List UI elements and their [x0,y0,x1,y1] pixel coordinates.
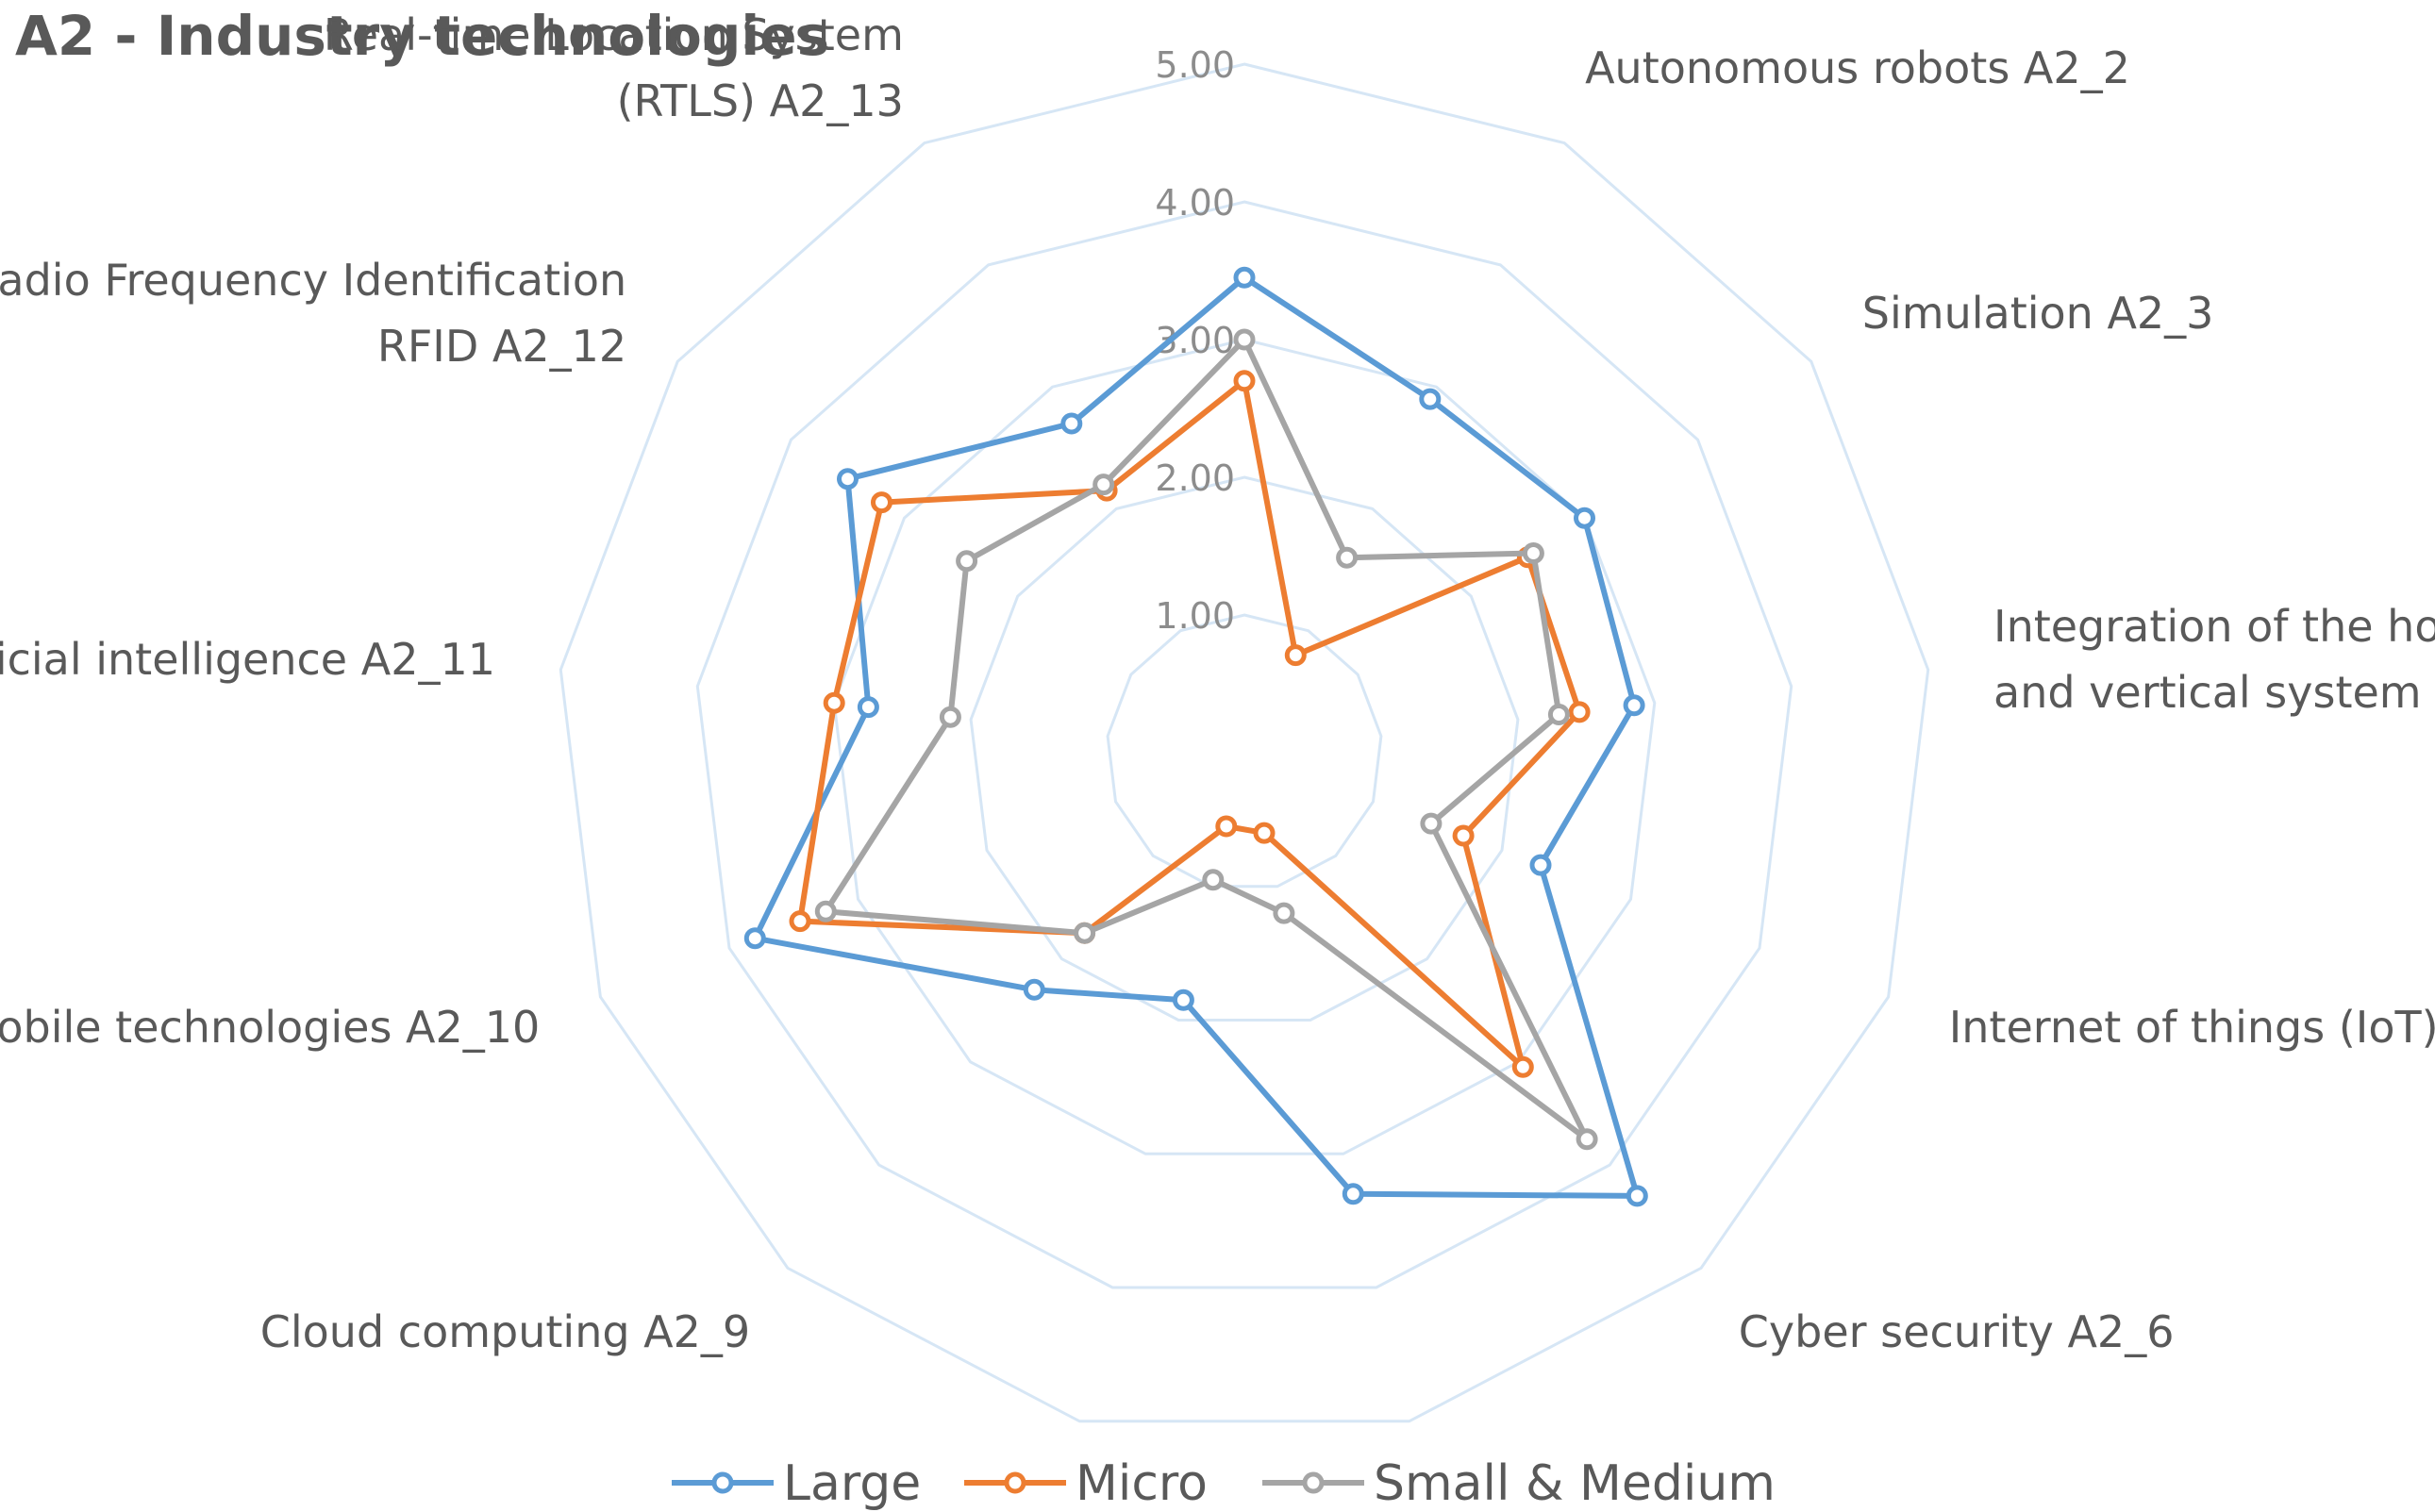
data-point [814,900,837,922]
category-label: Autonomous robots A2_2 [1585,42,2130,93]
data-point [1233,266,1256,289]
category-label: Radio Frequency Identification [0,255,626,306]
data-point [1452,824,1475,847]
data-point [1576,1128,1598,1151]
data-point [1215,815,1238,838]
tick-label: 1.00 [1155,595,1235,637]
series-layer [743,266,1648,1207]
category-label-group: Cloud computing A2_9 [260,1306,750,1357]
series-large [743,266,1648,1207]
grid-ring-3 [832,338,1657,1155]
data-point [743,927,766,950]
data-point [1626,1185,1648,1207]
data-point [1023,978,1045,1001]
data-point [1253,822,1276,844]
data-point [1511,1055,1534,1078]
grid-ring-4 [695,200,1793,1289]
series-line [752,274,1641,1199]
data-point [1547,704,1570,725]
category-label: (RTLS) A2_13 [617,75,904,126]
grid-ring-5 [559,62,1930,1423]
category-label: RFID A2_12 [377,321,626,372]
data-point [1233,370,1256,392]
category-label: Integration of the horizontal [1993,601,2435,652]
data-point [1420,812,1443,835]
legend-item: Micro [964,1455,1208,1512]
category-label: Internet of things (IoT) A2_5 [1949,1002,2435,1053]
legend-label: Small & Medium [1374,1455,1776,1512]
category-label: Additive manufacturing A2_7 [1410,1506,2042,1512]
category-label: Simulation A2_3 [1862,288,2214,339]
data-point [1342,1183,1364,1205]
data-point [1284,644,1307,667]
category-label: Mobile technologies A2_10 [0,1002,540,1053]
category-label: Cyber security A2_6 [1739,1306,2175,1357]
data-point [1419,388,1442,410]
data-point [1529,854,1552,876]
category-label-group: Internet of things (IoT) A2_5 [1949,1002,2435,1053]
data-point [1273,902,1295,924]
category-label-group: Cyber security A2_6 [1739,1306,2175,1357]
data-point [789,910,811,933]
category-label-group: Mobile technologies A2_10 [0,1002,540,1053]
data-point [823,691,845,714]
tick-label: 4.00 [1155,182,1235,224]
category-label-group: Additive manufacturing A2_7 [1410,1506,2042,1512]
tick-label: 5.00 [1155,44,1235,86]
tick-label: 2.00 [1155,457,1235,499]
data-point [956,550,978,573]
category-label: Augmented Reality A2_8 [543,1506,1078,1512]
data-point [1568,701,1591,723]
category-label: and vertical system A2_4 [1993,667,2435,718]
legend-item: Large [672,1455,921,1512]
data-point [837,468,859,490]
legend-marker [711,1471,734,1494]
category-label-group: Real-time Location System (RTLS) A2_13 [324,9,904,126]
data-point [871,491,892,514]
grid-ring-1 [1106,613,1383,889]
legend-marker [1004,1471,1026,1494]
category-label-group: Radio Frequency Identification RFID A2_12 [0,255,626,372]
legend-label: Micro [1076,1455,1208,1512]
series-line [823,337,1591,1142]
data-point [1233,328,1256,351]
legend-marker [1302,1471,1325,1494]
data-point [1623,694,1645,717]
data-point [1060,412,1083,435]
data-point [1172,989,1194,1011]
radial-axis-ticks: 1.002.003.004.005.00 [1155,44,1235,637]
data-point [1092,474,1115,496]
legend-label: Large [783,1455,921,1512]
category-label-group: Artificial intelligence A2_11 [0,634,495,685]
data-point [1574,507,1595,529]
chart-title: A2 - Industry technologies [15,4,829,68]
category-label-group: Augmented Reality A2_8 [543,1506,1078,1512]
legend: Large Micro Small & Medium [672,1455,1776,1512]
radar-grid [559,62,1930,1423]
series-small-medium [814,328,1598,1151]
category-label: Cloud computing A2_9 [260,1306,750,1357]
data-point [1202,869,1225,891]
legend-item: Small & Medium [1262,1455,1776,1512]
data-point [1074,922,1096,944]
category-label-group: Simulation A2_3 [1862,288,2214,339]
category-label: Artificial intelligence A2_11 [0,634,495,685]
data-point [1522,542,1544,564]
data-point [939,706,961,728]
grid-ring-2 [969,475,1520,1022]
category-label: Real-time Location System [324,9,904,60]
category-label-group: Integration of the horizontal and vertica… [1993,601,2435,718]
data-point [1336,546,1359,569]
category-label-group: Autonomous robots A2_2 [1585,42,2130,93]
data-point [857,696,879,719]
